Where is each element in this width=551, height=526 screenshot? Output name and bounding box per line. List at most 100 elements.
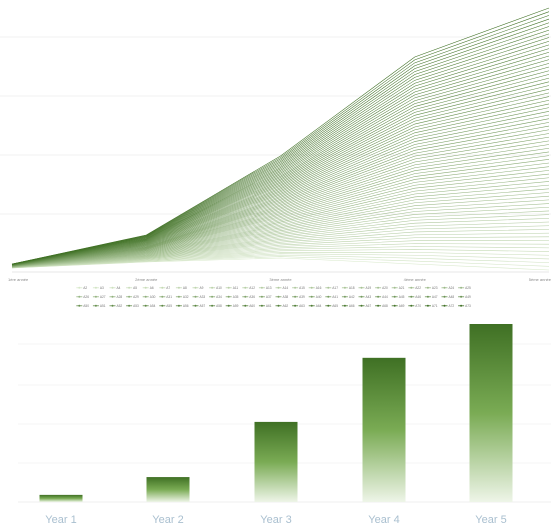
legend-item: A69 — [391, 304, 405, 308]
legend-item: A22 — [408, 286, 421, 290]
legend-item: A10 — [209, 286, 222, 290]
legend-label: A10 — [216, 286, 222, 290]
legend-marker — [177, 304, 180, 307]
legend-marker — [78, 286, 81, 289]
legend-item: A15 — [292, 286, 305, 290]
legend-marker — [194, 286, 197, 289]
line-series-72 — [11, 7, 550, 265]
legend-item: A39 — [292, 295, 305, 299]
legend-label: A8 — [183, 286, 187, 290]
line-x-tick-label: 5ème année — [529, 277, 551, 282]
legend-marker — [426, 304, 429, 307]
legend-label: A69 — [399, 304, 405, 308]
legend-marker — [360, 286, 363, 289]
legend-item: A58 — [209, 304, 222, 308]
legend-marker — [194, 295, 197, 298]
legend-marker — [460, 295, 463, 298]
line-series-60 — [11, 52, 550, 265]
legend-item: A11 — [225, 286, 238, 290]
legend-marker — [161, 304, 164, 307]
legend-label: A28 — [117, 295, 123, 299]
legend-label: A18 — [349, 286, 355, 290]
legend-item: A25 — [458, 286, 471, 290]
legend-marker — [211, 295, 214, 298]
legend-marker — [244, 286, 247, 289]
legend-item: A50 — [76, 304, 89, 308]
legend-item: A49 — [458, 295, 471, 299]
legend-marker — [244, 304, 247, 307]
legend-item: A21 — [391, 286, 405, 290]
legend-marker — [410, 295, 413, 298]
legend-marker — [294, 295, 297, 298]
legend-label: A64 — [316, 304, 322, 308]
legend-marker — [327, 295, 330, 298]
legend-marker — [111, 304, 114, 307]
legend-item: A54 — [142, 304, 156, 308]
legend-marker — [294, 286, 297, 289]
legend-label: A70 — [415, 304, 421, 308]
legend-item: A47 — [424, 295, 438, 299]
legend-label: A51 — [100, 304, 106, 308]
legend-label: A67 — [366, 304, 372, 308]
line-series-50 — [11, 88, 550, 266]
legend-marker — [211, 304, 214, 307]
legend-label: A7 — [166, 286, 170, 290]
legend-item: A67 — [358, 304, 372, 308]
legend-label: A2 — [83, 286, 87, 290]
legend-item: A13 — [258, 286, 272, 290]
legend-marker — [443, 304, 446, 307]
legend-marker — [310, 286, 313, 289]
legend-marker — [327, 286, 330, 289]
legend-marker — [393, 304, 396, 307]
legend-marker — [460, 304, 463, 307]
line-series-55 — [11, 70, 550, 266]
legend-item: A6 — [142, 286, 154, 290]
legend-label: A66 — [349, 304, 355, 308]
legend-marker — [410, 286, 413, 289]
legend-label: A52 — [117, 304, 123, 308]
legend-label: A6 — [150, 286, 154, 290]
legend-marker — [161, 295, 164, 298]
legend-item: A43 — [358, 295, 371, 299]
line-x-tick-label: 4ème année — [404, 277, 427, 282]
legend-item: A52 — [109, 304, 123, 308]
legend-label: A35 — [233, 295, 239, 299]
legend-item: A9 — [192, 286, 204, 290]
legend-label: A68 — [382, 304, 388, 308]
legend-item: A72 — [441, 304, 454, 308]
legend-label: A63 — [299, 304, 305, 308]
legend-label: A30 — [150, 295, 156, 299]
legend-marker — [128, 286, 131, 289]
legend-marker — [310, 304, 313, 307]
legend-label: A22 — [415, 286, 421, 290]
legend-item: A23 — [424, 286, 438, 290]
legend-item: A55 — [159, 304, 172, 308]
legend-item: A19 — [358, 286, 371, 290]
line-series-57 — [11, 63, 550, 266]
legend-item: A70 — [408, 304, 421, 308]
legend-marker — [260, 304, 263, 307]
line-series-65 — [11, 33, 550, 265]
legend-marker — [294, 304, 297, 307]
legend-marker — [310, 295, 313, 298]
bar-chart: Year 1 Year 2 Year 3 Year 4 Year 5 — [18, 324, 551, 526]
legend-item: A16 — [308, 286, 322, 290]
bar-chart-bars — [39, 324, 513, 502]
legend-item: A40 — [308, 295, 322, 299]
legend-label: A55 — [166, 304, 172, 308]
legend-label: A49 — [465, 295, 471, 299]
bar-chart-x-labels: Year 1 Year 2 Year 3 Year 4 Year 5 — [45, 514, 506, 526]
legend-item: A37 — [258, 295, 272, 299]
legend-marker — [144, 304, 147, 307]
legend-label: A29 — [133, 295, 139, 299]
legend-marker — [128, 295, 131, 298]
legend-label: A25 — [465, 286, 471, 290]
legend-label: A20 — [382, 286, 388, 290]
legend-item: A36 — [242, 295, 255, 299]
legend-item: A4 — [109, 286, 121, 290]
legend-label: A53 — [133, 304, 139, 308]
legend-label: A12 — [249, 286, 255, 290]
legend-marker — [194, 304, 197, 307]
line-chart-x-ticks: 1ère année 2ème année 3ème année 4ème année… — [8, 277, 551, 282]
